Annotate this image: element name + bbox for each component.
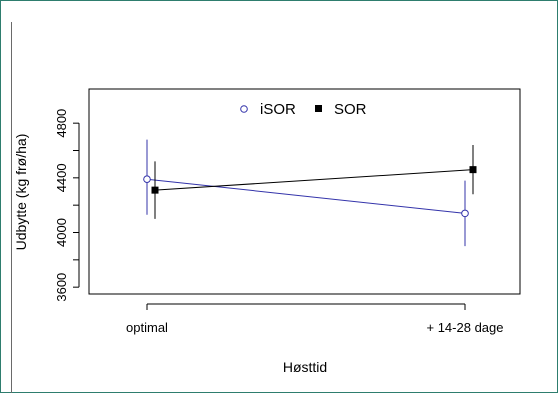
data-point-sor (469, 166, 477, 174)
x-tick-label: optimal (126, 320, 168, 335)
plot-area-border (88, 88, 521, 295)
y-axis: 3600 4000 4400 4800 (54, 109, 80, 302)
x-axis-title: Høsttid (283, 359, 327, 375)
legend-marker-isor (240, 105, 248, 113)
y-tick-label: 4400 (54, 163, 69, 192)
data-point-isor (461, 209, 469, 218)
y-tick-label: 4800 (54, 109, 69, 138)
series-line-sor (154, 169, 474, 191)
legend: iSOR SOR (240, 101, 367, 118)
series-layer (143, 139, 477, 247)
y-tick-label: 4000 (54, 218, 69, 247)
frame-inner-rule (11, 22, 12, 393)
x-tick-label: + 14-28 dage (427, 320, 504, 335)
legend-label-sor: SOR (334, 101, 367, 118)
y-tick-label: 3600 (54, 273, 69, 302)
series-line-isor (146, 178, 466, 214)
legend-marker-sor (315, 105, 322, 112)
data-point-isor (143, 175, 151, 183)
legend-label-isor: iSOR (260, 101, 296, 118)
x-axis: optimal + 14-28 dage (126, 303, 504, 335)
y-axis-title: Udbytte (kg frø/ha) (13, 134, 29, 251)
data-point-sor (151, 186, 159, 194)
